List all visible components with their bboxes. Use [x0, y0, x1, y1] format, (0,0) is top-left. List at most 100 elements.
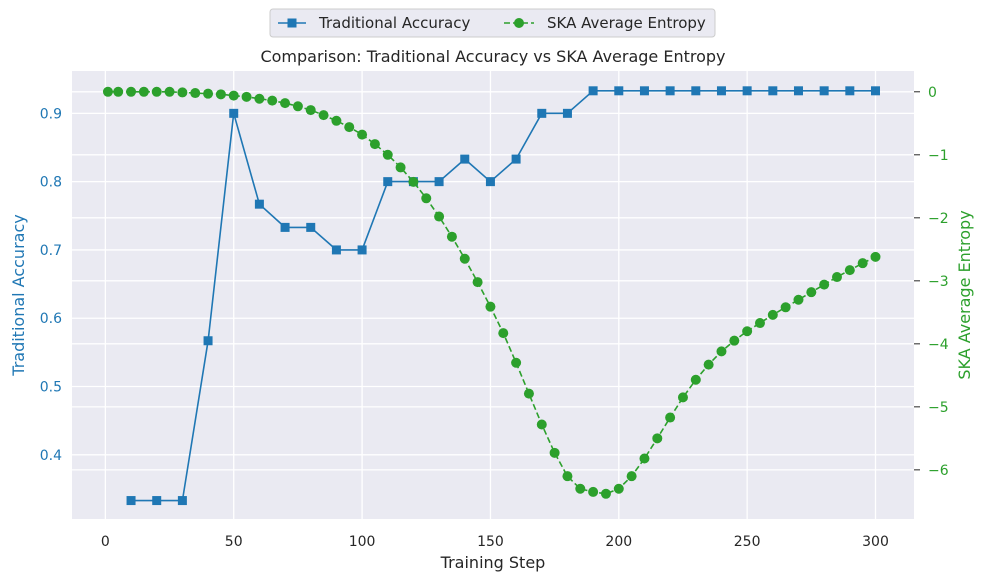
- entropy-point: [780, 302, 791, 313]
- entropy-point: [639, 453, 650, 464]
- x-gridlines: [104, 71, 877, 519]
- accuracy-point: [152, 496, 162, 506]
- entropy-point: [575, 483, 586, 494]
- entropy-point: [254, 93, 265, 104]
- entropy-point: [652, 433, 663, 444]
- accuracy-point: [870, 86, 880, 96]
- right-y-tick-labels: 0 −1 −2 −3 −4 −5 −6: [914, 85, 949, 479]
- legend-accuracy-marker: [287, 18, 297, 28]
- x-tick-label: 0: [101, 534, 110, 550]
- entropy-point: [485, 301, 496, 312]
- entropy-point: [408, 176, 419, 187]
- entropy-point: [729, 335, 740, 346]
- accuracy-point: [819, 86, 829, 96]
- entropy-point: [318, 110, 329, 121]
- accuracy-point: [537, 108, 547, 118]
- entropy-point: [203, 88, 214, 99]
- entropy-point: [588, 486, 599, 497]
- accuracy-point: [614, 86, 624, 96]
- entropy-point: [626, 471, 637, 482]
- entropy-point: [305, 105, 316, 116]
- right-y-tick-label: −6: [928, 463, 949, 479]
- accuracy-point: [639, 86, 649, 96]
- entropy-point: [138, 86, 149, 97]
- entropy-point: [151, 86, 162, 97]
- entropy-point: [113, 86, 124, 97]
- accuracy-point: [768, 86, 778, 96]
- right-y-tick-label: −3: [928, 274, 949, 290]
- accuracy-point: [845, 86, 855, 96]
- x-tick-label: 250: [734, 534, 761, 550]
- x-tick-label: 50: [225, 534, 243, 550]
- x-tick-labels: 0 50 100 150 200 250 300: [101, 534, 889, 550]
- right-y-tick-label: −4: [928, 337, 949, 353]
- accuracy-point: [485, 177, 495, 187]
- entropy-point: [806, 287, 817, 298]
- left-y-tick-label: 0.8: [40, 175, 62, 191]
- entropy-point: [177, 87, 188, 98]
- entropy-series: [102, 86, 881, 499]
- entropy-point: [215, 89, 226, 100]
- entropy-point: [344, 122, 355, 133]
- accuracy-point: [460, 154, 470, 164]
- entropy-point: [690, 374, 701, 385]
- accuracy-point: [511, 154, 521, 164]
- x-tick-label: 100: [349, 534, 376, 550]
- accuracy-point: [434, 177, 444, 187]
- entropy-point: [498, 328, 509, 339]
- entropy-point: [716, 346, 727, 357]
- right-y-axis-label: SKA Average Entropy: [955, 210, 974, 379]
- entropy-point: [562, 471, 573, 482]
- entropy-point: [292, 101, 303, 112]
- x-axis-label: Training Step: [440, 553, 546, 572]
- legend-box: [269, 8, 716, 38]
- entropy-point: [395, 162, 406, 173]
- plot-area: [72, 71, 914, 519]
- entropy-point: [357, 129, 368, 140]
- right-y-tick-label: −2: [928, 211, 949, 227]
- accuracy-point: [383, 177, 393, 187]
- accuracy-point: [229, 108, 239, 118]
- x-tick-label: 200: [605, 534, 632, 550]
- entropy-point: [228, 90, 239, 101]
- chart-title: Comparison: Traditional Accuracy vs SKA …: [260, 47, 725, 66]
- accuracy-point: [716, 86, 726, 96]
- accuracy-point: [562, 108, 572, 118]
- legend: Traditional Accuracy SKA Average Entropy: [269, 8, 716, 38]
- entropy-point: [703, 359, 714, 370]
- entropy-point: [600, 488, 611, 499]
- legend-entropy-label: SKA Average Entropy: [547, 14, 706, 32]
- right-y-tick-label: 0: [928, 85, 937, 101]
- accuracy-point: [126, 496, 136, 506]
- right-y-tick-label: −5: [928, 400, 949, 416]
- entropy-point: [369, 139, 380, 150]
- left-y-tick-label: 0.4: [40, 448, 62, 464]
- left-y-tick-label: 0.5: [40, 380, 62, 396]
- entropy-point: [382, 149, 393, 160]
- entropy-point: [280, 98, 291, 109]
- left-y-tick-label: 0.9: [40, 106, 62, 122]
- accuracy-point: [588, 86, 598, 96]
- entropy-point: [421, 193, 432, 204]
- accuracy-point: [177, 496, 187, 506]
- left-y-axis-label: Traditional Accuracy: [9, 214, 28, 376]
- entropy-point: [754, 318, 765, 329]
- entropy-point: [613, 483, 624, 494]
- right-y-tick-label: −1: [928, 148, 949, 164]
- accuracy-point: [742, 86, 752, 96]
- entropy-point: [511, 357, 522, 368]
- entropy-point: [434, 211, 445, 222]
- legend-entropy-marker: [514, 18, 524, 28]
- x-tick-label: 150: [477, 534, 504, 550]
- entropy-point: [241, 91, 252, 102]
- entropy-point: [677, 392, 688, 403]
- entropy-point: [844, 265, 855, 276]
- entropy-point: [331, 115, 342, 126]
- accuracy-point: [331, 245, 341, 255]
- accuracy-point: [254, 199, 264, 209]
- entropy-point: [819, 279, 830, 290]
- accuracy-point: [691, 86, 701, 96]
- entropy-point: [742, 326, 753, 337]
- entropy-point: [190, 88, 201, 99]
- entropy-point: [793, 294, 804, 305]
